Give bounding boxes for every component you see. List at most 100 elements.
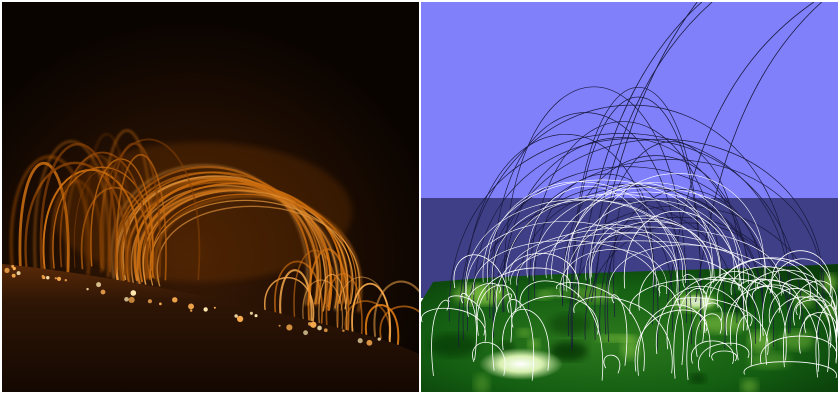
field-line	[421, 308, 487, 342]
photosphere-ground	[421, 264, 838, 392]
field-line	[556, 282, 645, 372]
field-line	[502, 295, 599, 351]
footpoint-bright	[96, 282, 102, 288]
field-line	[695, 313, 722, 358]
coronal-loop	[344, 300, 391, 341]
field-line	[589, 173, 765, 279]
footpoint-bright	[16, 271, 21, 276]
field-line	[658, 285, 684, 365]
footpoint-bright	[303, 330, 309, 336]
magnetogram-patch	[473, 373, 490, 392]
magnetogram-patch	[620, 337, 640, 360]
magnetogram-patch	[550, 341, 588, 361]
field-line	[492, 293, 512, 371]
footpoint-bright	[128, 296, 135, 304]
coronal-loops-group	[9, 129, 419, 346]
field-line	[637, 304, 711, 376]
field-line	[465, 199, 683, 296]
field-line	[603, 354, 621, 374]
field-line	[460, 292, 477, 361]
field-line	[448, 133, 790, 322]
field-line	[453, 254, 513, 343]
field-line	[738, 279, 832, 348]
field-line	[447, 295, 486, 336]
footpoint-bright	[254, 314, 258, 318]
footpoint-bright	[54, 277, 57, 280]
footpoint-bright	[56, 276, 62, 281]
field-line	[495, 252, 580, 312]
field-line	[473, 138, 803, 335]
field-line	[804, 314, 830, 373]
footpoint-bright	[4, 267, 10, 273]
field-line	[526, 186, 654, 286]
field-line	[492, 112, 680, 310]
field-line	[686, 302, 723, 381]
footpoint-bright	[213, 306, 216, 309]
coronal-loop	[379, 305, 419, 339]
footpoint-bright	[203, 307, 208, 312]
solar-coronal-loops-image	[2, 2, 419, 392]
footpoint-bright	[159, 302, 162, 306]
footpoint-bright	[366, 339, 373, 346]
field-line	[638, 258, 748, 331]
footpoint-bright	[278, 324, 281, 327]
field-line	[783, 280, 838, 368]
magnetogram-patch	[779, 330, 815, 351]
footpoint-bright	[42, 276, 46, 280]
footpoint-bright	[100, 289, 106, 295]
field-line	[563, 182, 740, 291]
magnetogram-patch	[534, 290, 552, 300]
solar-surface	[2, 264, 419, 392]
bright-polarity-spot	[479, 348, 563, 380]
field-line	[502, 137, 756, 344]
field-line	[519, 280, 604, 381]
field-line	[571, 96, 702, 348]
footpoint-bright	[234, 314, 238, 318]
footpoint-bright	[46, 276, 50, 280]
footpoint-bright	[249, 311, 253, 315]
magnetic-field-model-image	[421, 2, 838, 392]
field-line	[528, 121, 726, 349]
field-line	[743, 361, 837, 379]
field-line	[466, 282, 502, 317]
field-line	[725, 284, 791, 336]
coronal-loop	[318, 273, 348, 335]
open-field-line	[574, 2, 702, 303]
field-line	[730, 269, 837, 346]
field-line	[611, 294, 628, 366]
field-line	[745, 278, 772, 316]
field-line	[607, 220, 659, 351]
coronal-loop	[364, 304, 400, 346]
coronal-loop	[302, 279, 344, 331]
footpoint-bright	[11, 264, 15, 268]
field-line	[511, 308, 550, 371]
footpoint-bright	[124, 296, 129, 302]
coronal-loop	[325, 272, 363, 337]
open-field-line	[584, 2, 713, 303]
field-line	[472, 342, 506, 376]
footpoint-bright	[310, 321, 317, 328]
footpoint-bright	[188, 303, 194, 310]
field-line	[705, 271, 787, 361]
footpoint-bright	[377, 337, 381, 341]
field-line	[674, 297, 769, 355]
field-line	[507, 299, 534, 381]
footpoint-bright	[236, 315, 244, 323]
footpoint-bright	[12, 266, 16, 271]
field-line	[711, 350, 738, 362]
magnetogram-patch	[429, 333, 479, 357]
footpoint-bright	[147, 299, 152, 304]
magnetogram-patch	[821, 273, 838, 292]
magnetogram-patch	[516, 328, 532, 337]
magnetogram-patch	[740, 378, 758, 392]
footpoint-bright	[130, 290, 137, 296]
magnetogram-patch	[527, 339, 541, 350]
footpoint-bright	[317, 325, 322, 331]
corona-glow	[52, 142, 352, 282]
field-line	[431, 299, 449, 377]
field-line	[771, 250, 832, 297]
footpoint-bright	[323, 328, 328, 333]
coronal-loop	[264, 276, 315, 323]
footpoint-bright	[172, 297, 178, 303]
field-line	[655, 285, 753, 366]
